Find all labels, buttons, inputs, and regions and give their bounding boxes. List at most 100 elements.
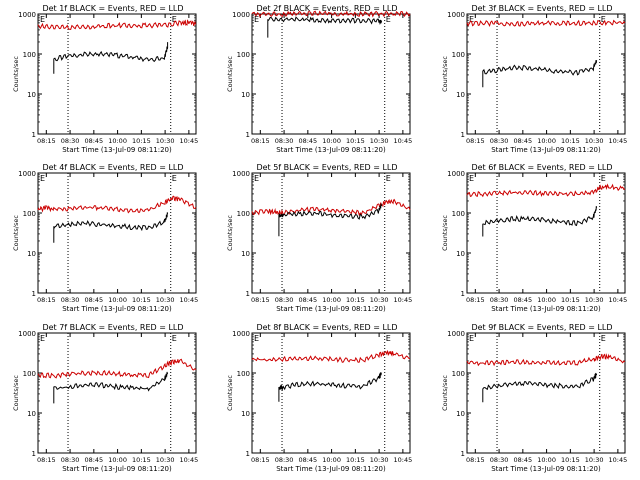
series-events-line — [267, 16, 383, 38]
x-tick-label: 10:45 — [180, 137, 199, 145]
y-tick-label: 10 — [27, 410, 36, 418]
series-events-line — [53, 42, 169, 74]
series-lld-line — [37, 358, 197, 379]
y-tick-label: 1000 — [447, 170, 465, 178]
y-tick-label: 1000 — [232, 170, 250, 178]
panel-title: Det 4f BLACK = Events, RED = LLD — [42, 163, 183, 172]
y-tick-label: 100 — [23, 51, 36, 59]
x-axis-label: Start Time (13-Jul-09 08:11:20) — [62, 305, 172, 313]
y-tick-label: 100 — [23, 370, 36, 378]
y-tick-label: 1 — [461, 131, 465, 139]
x-tick-label: 10:15 — [132, 296, 151, 304]
y-tick-label: 100 — [452, 210, 465, 218]
x-tick-label: 10:15 — [132, 456, 151, 464]
panel-title: Det 2f BLACK = Events, RED = LLD — [256, 4, 397, 13]
y-tick-label: 10 — [241, 410, 250, 418]
x-tick-label: 10:30 — [370, 456, 389, 464]
x-tick-label: 10:00 — [537, 137, 556, 145]
x-tick-label: 10:30 — [156, 456, 175, 464]
x-tick-label: 08:30 — [275, 137, 294, 145]
x-tick-label: 08:45 — [298, 137, 317, 145]
y-tick-label: 1 — [461, 450, 465, 458]
y-tick-label: 100 — [237, 370, 250, 378]
marker-label-top: E — [469, 15, 474, 24]
panel-det-8: Det 8f BLACK = Events, RED = LLD 1 10 100 10… — [226, 323, 412, 473]
y-axis-label: Counts/sec — [12, 215, 20, 251]
y-axis-label: Counts/sec — [226, 56, 234, 92]
y-tick-label: 1000 — [447, 11, 465, 19]
x-axis-label: Start Time (13-Jul-09 08:11:20) — [62, 146, 172, 154]
x-tick-label: 08:45 — [84, 456, 103, 464]
panel-det-9: Det 9f BLACK = Events, RED = LLD 1 10 100 10… — [441, 323, 627, 473]
x-tick-label: 08:45 — [513, 456, 532, 464]
x-tick-label: 10:45 — [180, 456, 199, 464]
x-tick-label: 10:00 — [322, 296, 341, 304]
panel-det-3: Det 3f BLACK = Events, RED = LLD 1 10 100 10… — [441, 4, 627, 154]
x-axis-label: Start Time (13-Jul-09 08:11:20) — [276, 465, 386, 473]
panel-title: Det 3f BLACK = Events, RED = LLD — [471, 4, 612, 13]
panel-det-6: Det 6f BLACK = Events, RED = LLD 1 10 100 10… — [441, 163, 627, 313]
panel-title: Det 6f BLACK = Events, RED = LLD — [471, 163, 612, 172]
x-tick-label: 08:15 — [251, 456, 270, 464]
y-tick-label: 100 — [452, 370, 465, 378]
x-tick-label: 10:00 — [108, 296, 127, 304]
x-tick-label: 10:45 — [394, 296, 413, 304]
plot-frame — [37, 13, 197, 135]
y-tick-label: 1000 — [18, 11, 36, 19]
x-tick-label: 10:45 — [609, 296, 628, 304]
x-tick-label: 08:45 — [513, 137, 532, 145]
x-tick-label: 10:15 — [346, 296, 365, 304]
x-tick-label: 10:30 — [585, 137, 604, 145]
x-tick-label: 10:45 — [394, 137, 413, 145]
x-axis-label: Start Time (13-Jul-09 08:11:20) — [276, 146, 386, 154]
series-events-line — [53, 371, 169, 404]
x-tick-label: 10:30 — [156, 296, 175, 304]
x-axis-label: Start Time (13-Jul-09 08:11:20) — [491, 146, 601, 154]
marker-label-bottom: E — [601, 15, 606, 24]
y-axis-label: Counts/sec — [441, 56, 449, 92]
plot-frame — [37, 172, 197, 294]
marker-label-top: E — [40, 334, 45, 343]
panel-det-5: Det 5f BLACK = Events, RED = LLD 1 10 100 10… — [226, 163, 412, 313]
y-tick-label: 10 — [27, 91, 36, 99]
y-tick-label: 1 — [246, 131, 250, 139]
x-axis-label: Start Time (13-Jul-09 08:11:20) — [62, 465, 172, 473]
marker-label-bottom: E — [172, 174, 177, 183]
x-tick-label: 08:30 — [61, 296, 80, 304]
y-axis-label: Counts/sec — [12, 375, 20, 411]
x-tick-label: 10:15 — [561, 456, 580, 464]
y-tick-label: 10 — [456, 91, 465, 99]
plot-frame — [466, 13, 626, 135]
x-tick-label: 08:15 — [251, 137, 270, 145]
x-tick-label: 08:15 — [37, 296, 56, 304]
y-tick-label: 1 — [32, 131, 36, 139]
panel-det-2: Det 2f BLACK = Events, RED = LLD 1 10 100 10… — [226, 4, 412, 154]
x-tick-label: 10:15 — [346, 456, 365, 464]
x-tick-label: 08:15 — [466, 296, 485, 304]
x-tick-label: 10:15 — [561, 137, 580, 145]
series-lld-line — [37, 19, 197, 30]
x-tick-label: 10:15 — [346, 137, 365, 145]
panel-title: Det 8f BLACK = Events, RED = LLD — [256, 323, 397, 332]
series-lld-line — [251, 349, 411, 363]
series-events-line — [482, 60, 598, 88]
x-tick-label: 10:45 — [609, 137, 628, 145]
x-tick-label: 08:30 — [490, 296, 509, 304]
x-tick-label: 10:30 — [585, 456, 604, 464]
x-tick-label: 08:45 — [84, 137, 103, 145]
x-tick-label: 10:30 — [156, 137, 175, 145]
y-tick-label: 100 — [237, 210, 250, 218]
x-tick-label: 08:45 — [298, 296, 317, 304]
x-tick-label: 08:15 — [37, 456, 56, 464]
x-tick-label: 10:00 — [537, 456, 556, 464]
y-tick-label: 1 — [32, 450, 36, 458]
plot-frame — [251, 13, 411, 135]
marker-label-bottom: E — [386, 334, 391, 343]
x-tick-label: 10:00 — [108, 137, 127, 145]
x-tick-label: 10:30 — [370, 137, 389, 145]
panel-det-7: Det 7f BLACK = Events, RED = LLD 1 10 100 10… — [12, 323, 198, 473]
x-tick-label: 10:00 — [537, 296, 556, 304]
x-tick-label: 10:45 — [394, 456, 413, 464]
x-tick-label: 10:00 — [108, 456, 127, 464]
